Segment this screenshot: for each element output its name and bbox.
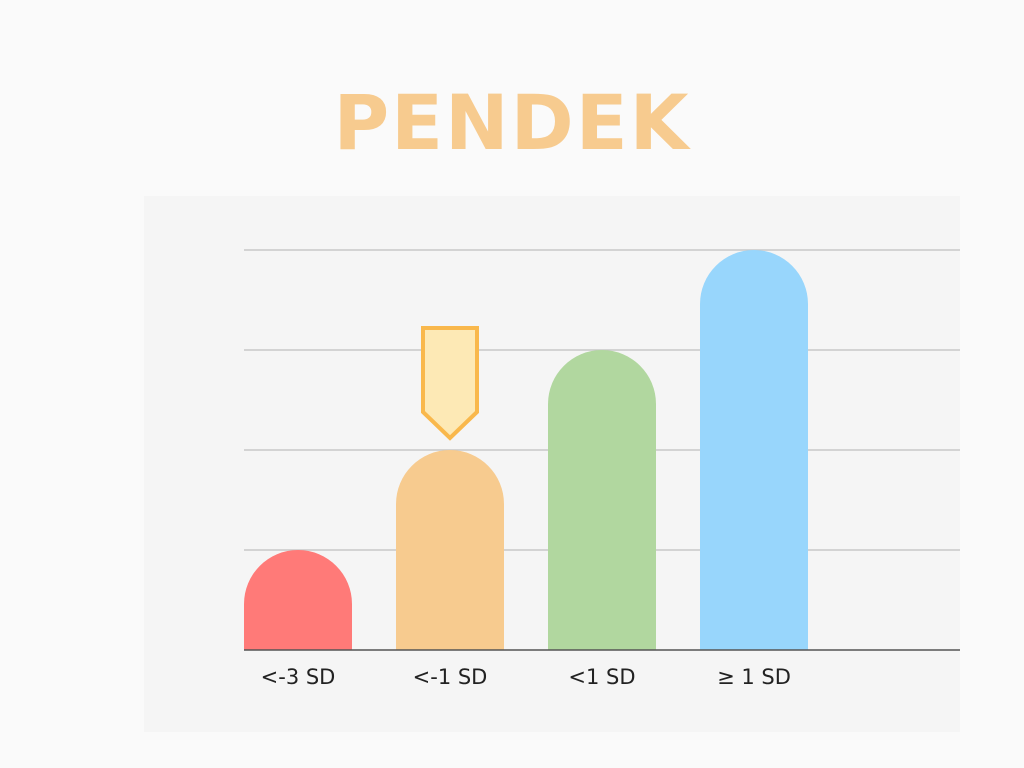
bar-chart: <-3 SD <-1 SD <1 SD ≥ 1 SD bbox=[244, 249, 960, 689]
bar-3 bbox=[700, 250, 808, 650]
bar-1 bbox=[396, 450, 504, 650]
highlight-arrow-marker bbox=[421, 326, 479, 441]
x-tick-label-0: <-3 SD bbox=[261, 665, 336, 689]
bar-2 bbox=[548, 350, 656, 650]
chart-panel: <-3 SD <-1 SD <1 SD ≥ 1 SD bbox=[144, 196, 960, 732]
x-tick-label-3: ≥ 1 SD bbox=[717, 665, 791, 689]
x-tick-label-2: <1 SD bbox=[568, 665, 635, 689]
chart-title: PENDEK bbox=[333, 78, 691, 167]
x-tick-label-1: <-1 SD bbox=[413, 665, 488, 689]
bar-0 bbox=[244, 550, 352, 650]
